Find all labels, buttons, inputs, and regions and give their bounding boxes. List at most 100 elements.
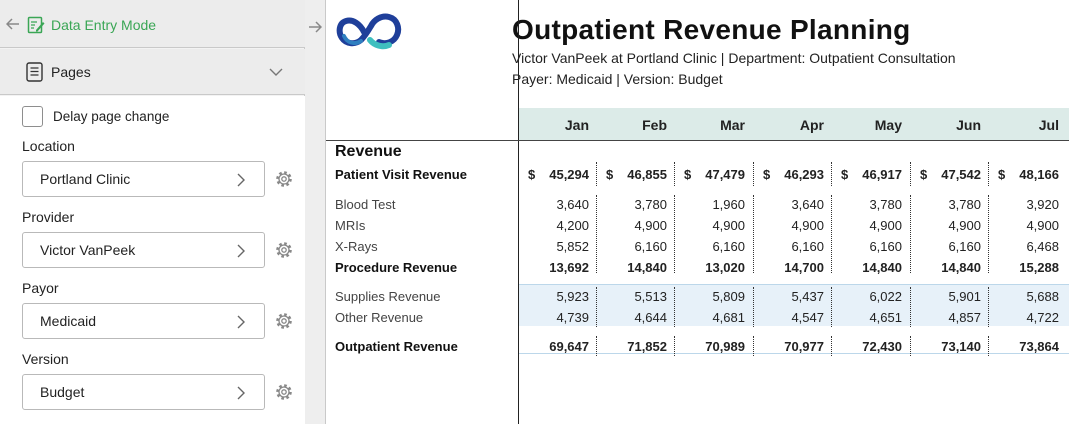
arrow-left-icon[interactable] (6, 17, 20, 31)
chevron-right-icon (237, 386, 245, 400)
column-divider (831, 195, 832, 273)
data-cell[interactable]: $45,294 (519, 167, 597, 182)
data-cell[interactable]: 4,900 (911, 218, 989, 233)
arrow-right-icon[interactable] (308, 20, 322, 34)
version-gear-icon[interactable] (274, 382, 294, 402)
chevron-down-icon[interactable] (268, 66, 284, 78)
data-cell[interactable]: 6,160 (754, 239, 832, 254)
data-cell[interactable]: 14,700 (754, 260, 832, 275)
document-icon (26, 62, 43, 82)
payor-gear-icon[interactable] (274, 311, 294, 331)
data-cell[interactable]: $46,917 (832, 167, 910, 182)
panel-collapse-strip[interactable] (305, 0, 326, 424)
data-cell[interactable]: 69,647 (519, 339, 597, 354)
column-divider (753, 336, 754, 356)
total-underline (519, 353, 1069, 354)
data-cell[interactable]: 4,739 (519, 310, 597, 325)
pages-toggle[interactable]: Pages (0, 49, 305, 95)
data-cell[interactable]: 5,923 (519, 289, 597, 304)
data-cell[interactable]: 4,900 (832, 218, 910, 233)
month-header-jul: Jul (1038, 117, 1059, 133)
data-cell[interactable]: 4,651 (832, 310, 910, 325)
location-selector[interactable]: Portland Clinic (22, 161, 265, 197)
cell-value: 70,977 (784, 339, 824, 354)
data-cell[interactable]: 6,160 (911, 239, 989, 254)
currency-symbol: $ (606, 167, 614, 182)
data-cell[interactable]: 5,852 (519, 239, 597, 254)
provider-gear-icon[interactable] (274, 240, 294, 260)
cell-value: 47,542 (941, 167, 981, 182)
currency-symbol: $ (920, 167, 928, 182)
data-cell[interactable]: 4,547 (754, 310, 832, 325)
data-cell[interactable]: $48,166 (989, 167, 1067, 182)
column-divider (910, 162, 911, 186)
row-label-outpatient-revenue: Outpatient Revenue (335, 339, 458, 354)
data-cell[interactable]: 14,840 (597, 260, 675, 275)
cell-value: 73,140 (941, 339, 981, 354)
data-cell[interactable]: 4,200 (519, 218, 597, 233)
data-cell[interactable]: 5,437 (754, 289, 832, 304)
cell-value: 4,547 (791, 310, 824, 325)
data-cell[interactable]: $47,479 (675, 167, 753, 182)
column-divider (674, 287, 675, 327)
provider-selector[interactable]: Victor VanPeek (22, 232, 265, 268)
data-cell[interactable]: 3,640 (754, 197, 832, 212)
data-cell[interactable]: 14,840 (911, 260, 989, 275)
data-cell[interactable]: 14,840 (832, 260, 910, 275)
data-cell[interactable]: $46,855 (597, 167, 675, 182)
data-cell[interactable]: 72,430 (832, 339, 910, 354)
data-cell[interactable]: 3,640 (519, 197, 597, 212)
data-cell[interactable]: 3,780 (832, 197, 910, 212)
data-cell[interactable]: 4,857 (911, 310, 989, 325)
data-cell[interactable]: 73,140 (911, 339, 989, 354)
payor-label: Payor (22, 280, 59, 296)
data-cell[interactable]: 4,900 (754, 218, 832, 233)
column-divider (753, 287, 754, 327)
data-cell[interactable]: 5,688 (989, 289, 1067, 304)
cell-value: 4,644 (634, 310, 667, 325)
data-cell[interactable]: $47,542 (911, 167, 989, 182)
data-cell[interactable]: 3,920 (989, 197, 1067, 212)
location-gear-icon[interactable] (274, 169, 294, 189)
cell-value: 14,700 (784, 260, 824, 275)
month-header-may: May (874, 117, 902, 133)
data-cell[interactable]: 4,644 (597, 310, 675, 325)
data-cell[interactable]: 4,900 (597, 218, 675, 233)
data-cell[interactable]: 4,900 (989, 218, 1067, 233)
data-cell[interactable]: 3,780 (911, 197, 989, 212)
cell-value: 14,840 (941, 260, 981, 275)
data-cell[interactable]: 13,692 (519, 260, 597, 275)
data-cell[interactable]: 6,022 (832, 289, 910, 304)
data-cell[interactable]: 6,160 (597, 239, 675, 254)
data-cell[interactable]: 6,160 (675, 239, 753, 254)
data-cell[interactable]: 5,513 (597, 289, 675, 304)
data-entry-mode-label[interactable]: Data Entry Mode (51, 17, 157, 33)
cell-value: 5,901 (948, 289, 981, 304)
payor-selector[interactable]: Medicaid (22, 303, 265, 339)
cell-value: 14,840 (627, 260, 667, 275)
row-label-mris: MRIs (335, 218, 366, 233)
data-cell[interactable]: 13,020 (675, 260, 753, 275)
data-cell[interactable]: 3,780 (597, 197, 675, 212)
data-cell[interactable]: 73,864 (989, 339, 1067, 354)
data-cell[interactable]: 6,160 (832, 239, 910, 254)
data-cell[interactable]: 5,809 (675, 289, 753, 304)
cell-value: 13,020 (705, 260, 745, 275)
version-selector[interactable]: Budget (22, 374, 265, 410)
data-cell[interactable]: 4,722 (989, 310, 1067, 325)
column-divider (674, 162, 675, 186)
location-value: Portland Clinic (40, 171, 131, 187)
data-cell[interactable]: $46,293 (754, 167, 832, 182)
data-cell[interactable]: 4,681 (675, 310, 753, 325)
data-cell[interactable]: 15,288 (989, 260, 1067, 275)
cell-value: 1,960 (712, 197, 745, 212)
data-cell[interactable]: 70,977 (754, 339, 832, 354)
data-cell[interactable]: 1,960 (675, 197, 753, 212)
data-cell[interactable]: 71,852 (597, 339, 675, 354)
currency-symbol: $ (763, 167, 771, 182)
delay-page-change-checkbox[interactable] (22, 106, 43, 127)
data-cell[interactable]: 70,989 (675, 339, 753, 354)
data-cell[interactable]: 5,901 (911, 289, 989, 304)
data-cell[interactable]: 4,900 (675, 218, 753, 233)
data-cell[interactable]: 6,468 (989, 239, 1067, 254)
